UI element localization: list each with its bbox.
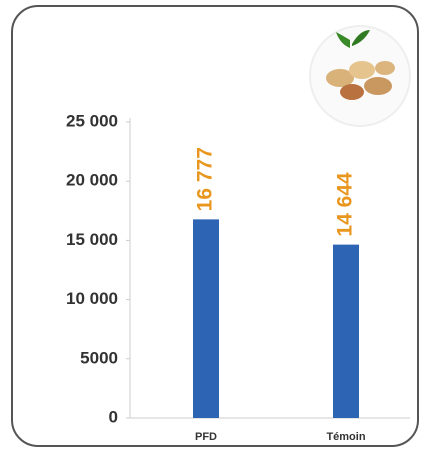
y-tick-label: 25 000 [66, 111, 118, 130]
y-tick-label: 10 000 [66, 289, 118, 308]
value-label: 16 777 [194, 147, 217, 211]
y-tick-label: 20 000 [66, 171, 118, 190]
y-tick-label: 5000 [80, 348, 118, 367]
value-label: 14 644 [334, 172, 357, 237]
y-tick-label: 15 000 [66, 230, 118, 249]
x-tick-label: Témoin [326, 431, 365, 443]
illustration [309, 25, 411, 127]
y-tick-label: 0 [109, 407, 118, 426]
bar [193, 219, 219, 418]
x-tick-label: PFD [195, 431, 217, 443]
bar [333, 244, 359, 418]
